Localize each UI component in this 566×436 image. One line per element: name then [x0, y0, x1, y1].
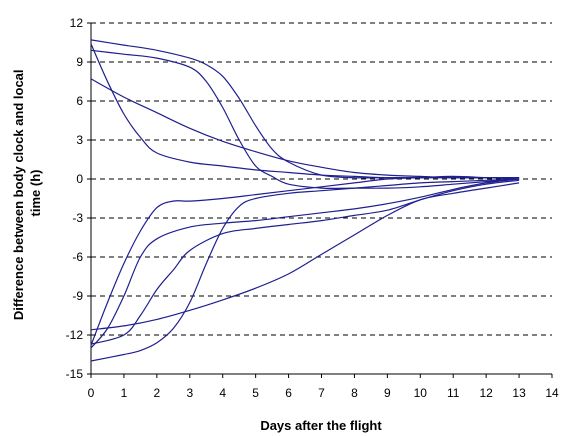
- series-line-5: [90, 175, 520, 346]
- y-tick-label: -12: [66, 328, 84, 342]
- x-tick-label: 8: [351, 386, 358, 400]
- y-tick-label: 6: [76, 94, 83, 108]
- x-tick-label: 5: [252, 386, 259, 400]
- y-tick-label: -6: [72, 250, 83, 264]
- y-axis-title-line-1: Difference between body clock and local: [11, 69, 26, 320]
- x-tick-label: 0: [88, 386, 95, 400]
- x-tick-label: 11: [447, 386, 460, 400]
- y-tick-label: 9: [76, 55, 83, 69]
- x-tick-label: 7: [318, 386, 325, 400]
- series-line-6: [90, 178, 520, 349]
- series-line-8: [90, 178, 520, 362]
- x-tick-label: 4: [219, 386, 226, 400]
- x-tick-label: 13: [512, 386, 526, 400]
- series-line-2: [90, 49, 520, 190]
- y-tick-label: 0: [76, 172, 83, 186]
- x-tick-label: 10: [414, 386, 428, 400]
- series-line-4: [90, 43, 520, 179]
- series-line-7: [90, 179, 520, 345]
- x-tick-label: 2: [154, 386, 161, 400]
- series-line-9: [90, 182, 520, 331]
- x-tick-labels: 0 1 2 3 4 5 6 7 8 9 10 11 12 13 14: [88, 374, 559, 400]
- y-axis-title-line-2: time (h): [28, 170, 43, 217]
- series-line-1: [90, 39, 520, 179]
- x-tick-label: 14: [545, 386, 559, 400]
- x-tick-label: 12: [479, 386, 493, 400]
- series-line-3: [90, 78, 520, 179]
- x-tick-label: 3: [186, 386, 193, 400]
- x-tick-label: 6: [285, 386, 292, 400]
- y-tick-label: 12: [70, 16, 84, 30]
- y-axis-title: Difference between body clock and local …: [11, 66, 43, 320]
- y-tick-label: 3: [76, 133, 83, 147]
- axes: [90, 23, 552, 375]
- x-axis-title: Days after the flight: [260, 418, 382, 433]
- y-tick-labels: 12 9 6 3 0 -3 -6 -9 -12 -15: [66, 16, 91, 381]
- y-tick-label: -3: [72, 211, 83, 225]
- y-tick-label: -15: [66, 367, 84, 381]
- y-tick-label: -9: [72, 289, 83, 303]
- grid-lines: [91, 22, 552, 336]
- series-lines: [90, 39, 520, 362]
- x-tick-label: 9: [384, 386, 391, 400]
- x-tick-label: 1: [121, 386, 128, 400]
